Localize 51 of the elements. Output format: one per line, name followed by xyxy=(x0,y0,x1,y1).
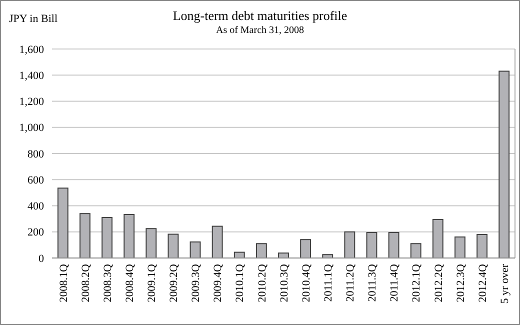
bar xyxy=(80,213,90,258)
x-tick-label: 2008.4Q xyxy=(124,264,136,302)
bar xyxy=(57,188,68,258)
x-tick-label: 2012.2Q xyxy=(432,264,445,302)
bar xyxy=(454,236,466,258)
y-tick-label: 400 xyxy=(28,200,44,213)
bar xyxy=(388,232,400,258)
chart-subtitle: As of March 31, 2008 xyxy=(216,25,304,36)
bar xyxy=(168,234,179,258)
x-tick-label: 2009.2Q xyxy=(168,264,180,302)
y-tick-label: 1,400 xyxy=(19,70,44,82)
x-tick-label: 2010.4Q xyxy=(300,264,312,302)
bar xyxy=(256,243,267,258)
x-tick-label: 2009.1Q xyxy=(146,264,158,302)
bar xyxy=(498,70,510,258)
bar xyxy=(344,231,356,258)
y-tick-label: 0 xyxy=(38,252,44,265)
x-tick-label: 2008.1Q xyxy=(58,264,70,302)
x-tick-label: 2008.3Q xyxy=(102,264,114,302)
bar xyxy=(366,232,378,258)
y-tick-label: 1,000 xyxy=(19,122,44,134)
bar xyxy=(300,239,312,258)
x-tick-label: 2012.1Q xyxy=(410,264,423,302)
x-tick-label: 2010.1Q xyxy=(234,264,246,302)
bar xyxy=(476,234,488,258)
x-tick-label: 2012.4Q xyxy=(476,264,489,302)
x-tick-label: 2009.4Q xyxy=(212,264,224,302)
x-tick-label: 2012.3Q xyxy=(454,264,467,302)
x-tick-label: 2010.3Q xyxy=(278,264,290,302)
x-tick-label: 2008.2Q xyxy=(80,264,92,302)
y-tick-label: 1,600 xyxy=(19,44,44,56)
bar xyxy=(190,241,201,258)
x-tick-label: 2011.2Q xyxy=(344,264,357,302)
bar xyxy=(212,226,223,258)
bar xyxy=(410,243,422,258)
x-tick-label: 2010.2Q xyxy=(256,264,268,302)
y-axis-title: JPY in Bill xyxy=(9,13,58,25)
y-tick-label: 800 xyxy=(28,148,44,160)
y-tick-label: 200 xyxy=(28,226,44,239)
x-tick-label: 5 yr over xyxy=(498,264,511,304)
x-tick-label: 2009.3Q xyxy=(190,264,202,302)
y-tick-label: 1,200 xyxy=(19,96,44,108)
bar xyxy=(102,217,112,258)
bar xyxy=(432,218,444,258)
y-tick-label: 600 xyxy=(28,174,44,186)
x-tick-label: 2011.1Q xyxy=(322,264,334,302)
bar xyxy=(146,228,157,258)
chart-title: Long-term debt maturities profile xyxy=(172,8,348,23)
bar xyxy=(124,214,135,258)
x-tick-label: 2011.4Q xyxy=(388,264,401,302)
x-tick-label: 2011.3Q xyxy=(366,264,379,302)
